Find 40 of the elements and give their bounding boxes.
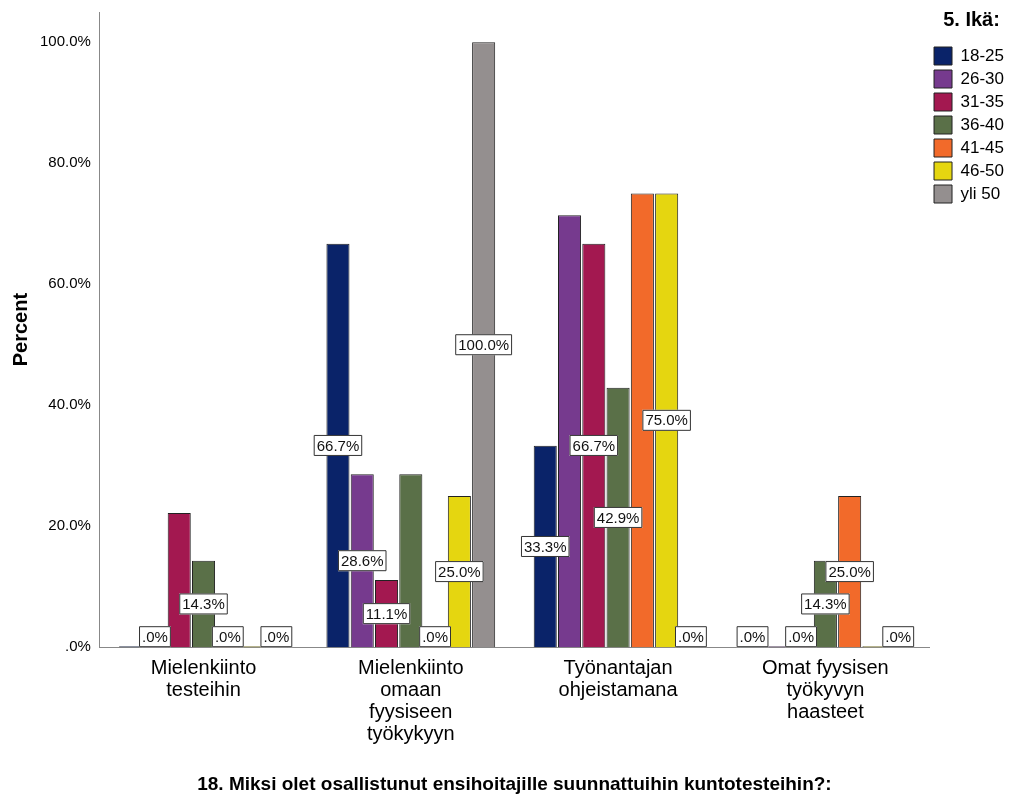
y-tick-label: 20.0% [48, 516, 91, 534]
data-label: .0% [739, 627, 766, 645]
data-label: 33.3% [523, 537, 567, 555]
legend-label: 26-30 [960, 68, 1004, 88]
data-label: 66.7% [572, 436, 616, 454]
x-tick-label: Omat fyysisen työkyvyn haasteet [762, 655, 889, 722]
data-label: 75.0% [645, 411, 688, 429]
data-label: 42.9% [596, 508, 640, 526]
legend-label: 46-50 [960, 160, 1004, 180]
legend-label: yli 50 [960, 183, 1001, 203]
data-label: .0% [885, 627, 912, 645]
y-tick-label: 40.0% [48, 395, 91, 413]
data-label: .0% [142, 627, 168, 645]
data-label: 25.0% [438, 562, 481, 580]
legend-label: 36-40 [960, 114, 1004, 134]
data-label: 25.0% [828, 562, 871, 580]
legend-label: 31-35 [960, 91, 1004, 111]
y-tick-label: 100.0% [40, 32, 91, 50]
x-tick-label: Työnantajan ohjeistamana [558, 655, 679, 700]
y-tick-label: 60.0% [48, 274, 91, 292]
data-label: 14.3% [182, 595, 225, 613]
x-tick-label: Mielenkiinto testeihin [150, 655, 257, 700]
x-axis-title: 18. Miksi olet osallistunut ensihoitajille suunnattuihin kuntotesteihin?: [197, 772, 832, 794]
legend-label: 41-45 [960, 137, 1004, 157]
data-label: 11.1% [365, 604, 408, 622]
data-label: .0% [422, 627, 449, 645]
data-label: 14.3% [804, 595, 847, 613]
data-label: .0% [788, 627, 815, 645]
y-tick-label: .0% [65, 637, 91, 655]
y-axis-title: Percent [8, 292, 31, 367]
y-tick-label: 80.0% [48, 153, 91, 171]
data-label: 28.6% [340, 551, 384, 569]
data-label: 100.0% [458, 335, 510, 353]
data-label: .0% [263, 627, 290, 645]
legend-title: 5. Ikä: [943, 7, 1000, 30]
legend-label: 18-25 [960, 45, 1004, 65]
data-label: .0% [214, 627, 241, 645]
data-label: .0% [678, 627, 704, 645]
x-tick-label: Mielenkiinto omaan fyysiseen työkykyyn [358, 655, 464, 744]
data-label: 66.7% [316, 436, 360, 454]
